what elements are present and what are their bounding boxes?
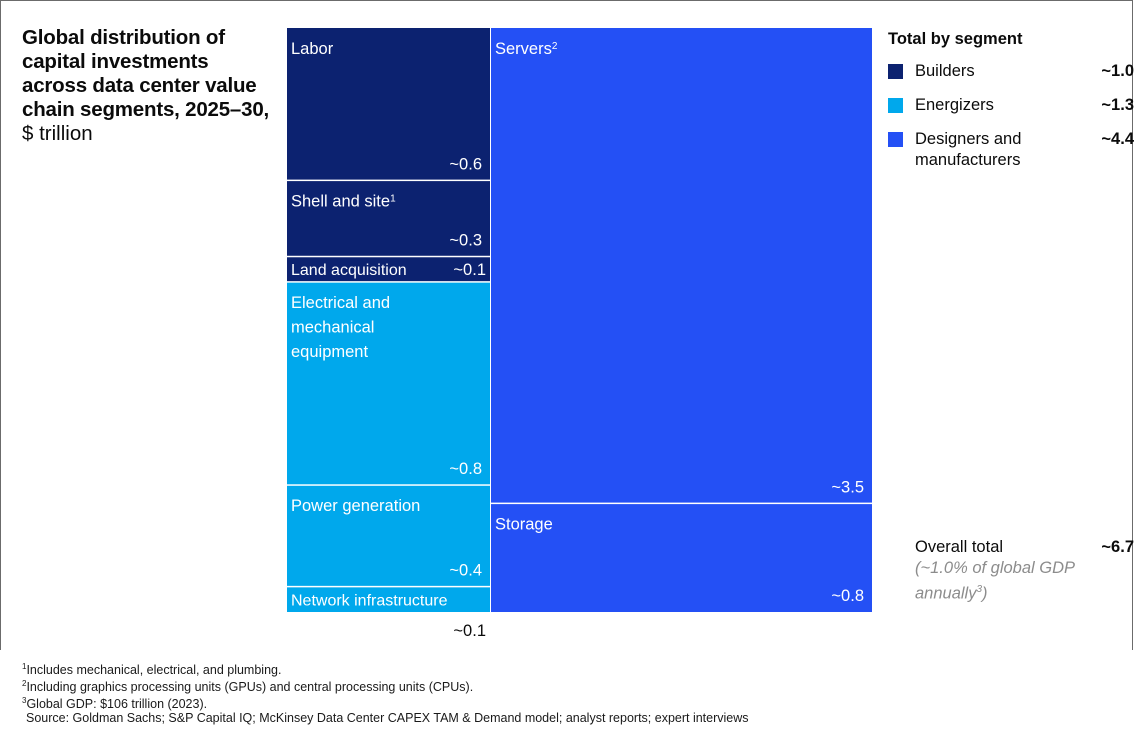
chart-title: Global distribution of capital investmen… <box>22 26 270 121</box>
legend-swatch-energizers <box>888 98 903 113</box>
footnote: 3Global GDP: $106 trillion (2023). <box>22 694 749 711</box>
treemap-rect-power-generation <box>287 485 490 586</box>
footnote-text: Includes mechanical, electrical, and plu… <box>26 663 282 678</box>
treemap-value-power-generation: ~0.4 <box>449 562 482 580</box>
chart-frame <box>0 0 1133 650</box>
treemap-cell-power-generation: Power generation ~0.4 <box>287 485 490 586</box>
treemap-label-network-infrastructure: Network infrastructure <box>291 592 448 609</box>
treemap-cell-shell-and-site: Shell and site1 ~0.3 <box>287 181 490 256</box>
footnote-marker: 3 <box>22 696 27 706</box>
legend-value: ~1.3 <box>1101 96 1134 114</box>
footnote: 2Including graphics processing units (GP… <box>22 677 749 694</box>
title-block: Global distribution of capital investmen… <box>22 26 272 146</box>
footnotes: 1Includes mechanical, electrical, and pl… <box>22 660 749 725</box>
legend-item-energizers: Energizers ~1.3 <box>888 95 1134 116</box>
total-value: ~6.7 <box>1101 538 1134 556</box>
overall-total: Overall total ~6.7 (~1.0% of global GDP … <box>915 537 1134 605</box>
treemap-rect-shell-and-site <box>287 181 490 256</box>
total-note-sup: 3 <box>976 584 983 595</box>
footnote-source: Source: Goldman Sachs; S&P Capital IQ; M… <box>22 711 749 725</box>
treemap-rect-servers <box>491 28 872 503</box>
treemap-value-land-acquisition: ~0.1 <box>453 261 486 279</box>
treemap-cell-network-infrastructure: Network infrastructure ~0.1 <box>287 587 490 640</box>
legend-item-designers: Designers and manufacturers ~4.4 <box>888 129 1134 171</box>
footnote-marker: 1 <box>22 662 27 671</box>
total-note-text: (~1.0% of global GDP annually <box>915 559 1075 603</box>
footnote-text: Including graphics processing units (GPU… <box>26 680 474 695</box>
treemap-rect-storage <box>491 504 872 612</box>
total-label: Overall total <box>915 538 1004 556</box>
treemap-value-storage: ~0.8 <box>831 587 864 605</box>
footnote-marker: 2 <box>22 679 27 689</box>
treemap-label-labor: Labor <box>291 40 334 58</box>
treemap-label-servers: Servers2 <box>495 40 558 58</box>
treemap-label-land-acquisition: Land acquisition <box>291 262 407 279</box>
treemap-rect-network-infrastructure <box>287 587 490 612</box>
legend: Total by segment Builders ~1.0 Energizer… <box>888 30 1134 184</box>
treemap-label-storage: Storage <box>495 515 553 533</box>
total-note-end: ) <box>982 584 988 603</box>
treemap-cell-labor: Labor ~0.6 <box>287 28 490 180</box>
treemap-value-shell-and-site: ~0.3 <box>449 232 482 250</box>
legend-swatch-builders <box>888 64 903 79</box>
treemap-cell-servers: Servers2 ~3.5 <box>491 28 872 503</box>
legend-value: ~1.0 <box>1101 62 1134 80</box>
treemap-cell-electrical-and-mechanical-equipment: Electrical and mechanical equipment ~0.8 <box>287 282 490 485</box>
footnote-text: Global GDP: $106 trillion (2023). <box>26 697 208 712</box>
treemap-label-shell-and-site: Shell and site1 <box>291 192 396 210</box>
legend-item-builders: Builders ~1.0 <box>888 61 1134 82</box>
total-note: (~1.0% of global GDP annually3) <box>915 558 1095 605</box>
legend-label: Designers and manufacturers <box>915 130 1022 169</box>
treemap-value-labor: ~0.6 <box>449 155 482 173</box>
treemap-cell-storage: Storage ~0.8 <box>491 504 872 612</box>
treemap-value-network-infrastructure: ~0.1 <box>453 622 486 640</box>
treemap-cell-land-acquisition: Land acquisition ~0.1 <box>287 257 490 282</box>
treemap-rect-labor <box>287 28 490 180</box>
legend-swatch-designers <box>888 132 903 147</box>
treemap-value-servers: ~3.5 <box>831 478 864 496</box>
legend-label: Energizers <box>915 96 994 114</box>
legend-title: Total by segment <box>888 30 1023 48</box>
treemap-rect-land-acquisition <box>287 257 490 282</box>
treemap-rect-electrical-and-mechanical-equipment <box>287 282 490 485</box>
legend-value: ~4.4 <box>1101 130 1134 148</box>
legend-label: Builders <box>915 62 975 80</box>
treemap-label-power-generation: Power generation <box>291 497 420 515</box>
chart-unit: $ trillion <box>22 122 93 145</box>
treemap-value-electrical-and-mechanical-equipment: ~0.8 <box>449 460 482 478</box>
treemap-label-electrical-and-mechanical-equipment: Electrical and mechanical equipment <box>291 294 390 361</box>
footnote: 1Includes mechanical, electrical, and pl… <box>22 660 749 677</box>
source-text: Source: Goldman Sachs; S&P Capital IQ; M… <box>26 711 749 726</box>
